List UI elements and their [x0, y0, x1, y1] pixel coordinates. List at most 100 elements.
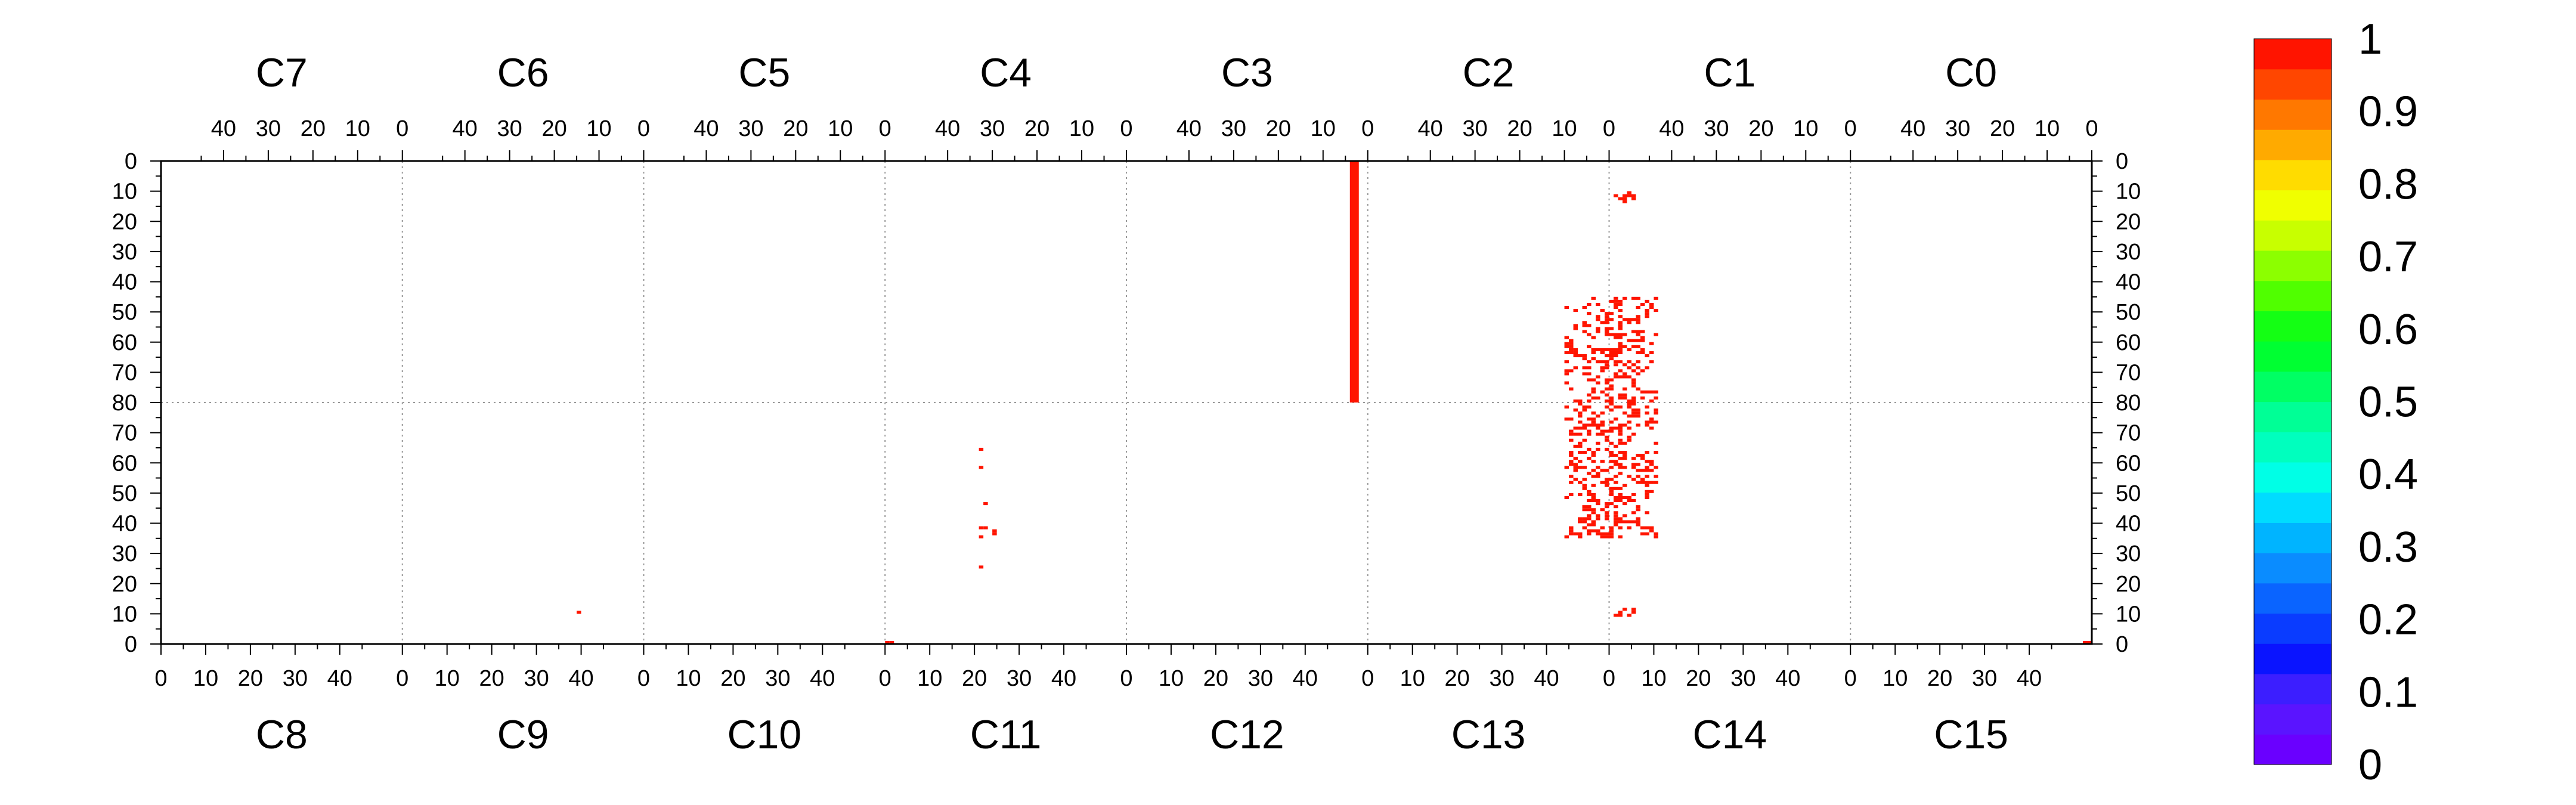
cluster-cell — [1569, 451, 1574, 454]
cluster-cell — [1600, 481, 1605, 484]
colorbar: 0 0.1 0.2 0.3 0.4 0.5 0.6 0.7 0.8 0.9 1 — [2253, 16, 2418, 789]
cluster-cell — [1564, 466, 1569, 469]
cluster-cell — [1645, 493, 1649, 496]
colorbar-band — [2254, 220, 2332, 251]
bottom-x-tick-label: 30 — [524, 666, 549, 691]
cluster-cell — [1605, 399, 1609, 402]
cluster-cell — [1614, 306, 1618, 309]
cluster-cell — [1587, 393, 1592, 397]
colorbar-tick-label: 0.7 — [2358, 233, 2418, 281]
cluster-cell — [1591, 378, 1596, 382]
bottom-x-tick-label: 40 — [1775, 666, 1800, 691]
cluster-cell — [1614, 499, 1618, 503]
channel-label-c10: C10 — [727, 712, 802, 757]
cluster-cell — [1645, 490, 1649, 493]
cluster-cell — [1605, 333, 1609, 336]
cluster-cell — [1627, 496, 1631, 499]
cluster-cell — [1591, 496, 1596, 499]
bottom-x-tick-label: 0 — [1844, 666, 1857, 691]
cluster-cell — [1627, 402, 1631, 406]
cluster-cell — [1596, 327, 1600, 330]
y-tick-label-left: 30 — [112, 541, 137, 566]
cluster-cell — [1609, 426, 1614, 430]
channel-label-c1: C1 — [1704, 50, 1755, 95]
cluster-cell — [1636, 387, 1640, 391]
cluster-cell — [1636, 372, 1640, 376]
cluster-cell — [1605, 484, 1609, 487]
cluster-cell — [1609, 490, 1614, 493]
cluster-cell — [1605, 315, 1609, 318]
cluster-cell — [1645, 526, 1649, 530]
top-x-tick-label: 0 — [1844, 116, 1857, 141]
cluster-cell — [1631, 499, 1636, 503]
cluster-cell — [1591, 523, 1596, 527]
cluster-cell — [1605, 502, 1609, 506]
cluster-cell — [1609, 384, 1614, 388]
cluster-cell — [1605, 505, 1609, 509]
bottom-x-tick-label: 10 — [193, 666, 218, 691]
cluster-cell — [1654, 396, 1658, 400]
cluster-cell — [1636, 345, 1640, 348]
data-point — [577, 611, 581, 614]
cluster-cell — [1569, 438, 1574, 442]
cluster-cell — [1645, 420, 1649, 424]
top-x-tick-label: 10 — [1552, 116, 1577, 141]
cluster-cell — [1614, 351, 1618, 354]
cluster-cell — [1573, 351, 1578, 354]
cluster-cell — [1609, 454, 1614, 457]
cluster-cell — [1649, 490, 1654, 493]
cluster-cell — [1596, 414, 1600, 418]
cluster-cell — [1578, 444, 1583, 448]
top-x-tick-label: 20 — [1024, 116, 1049, 141]
cluster-cell — [1609, 318, 1614, 321]
cluster-cell — [1569, 369, 1574, 373]
y-tick-label-left: 70 — [112, 421, 137, 446]
bottom-x-tick-label: 10 — [1641, 666, 1666, 691]
cluster-cell — [1573, 432, 1578, 436]
cluster-cell — [1582, 484, 1587, 487]
cluster-cell — [1636, 315, 1640, 318]
cluster-cell — [1614, 417, 1618, 421]
channel-label-c3: C3 — [1221, 50, 1273, 95]
cluster-cell — [1587, 532, 1592, 535]
cluster-cell — [1614, 505, 1618, 509]
cluster-cell — [1600, 411, 1605, 415]
colorbar-tick-label: 0.9 — [2358, 88, 2418, 136]
top-x-tick-label: 20 — [1748, 116, 1773, 141]
cluster-cell — [1631, 339, 1636, 342]
cluster-cell — [1582, 508, 1587, 512]
colorbar-tick-label: 0.8 — [2358, 160, 2418, 208]
cluster-cell — [1649, 460, 1654, 463]
cluster-cell — [1636, 423, 1640, 427]
cluster-cell — [1605, 387, 1609, 391]
cluster-cell — [1627, 435, 1631, 439]
colorbar-band — [2254, 99, 2332, 130]
colorbar-band — [2254, 311, 2332, 342]
cluster-cell — [1636, 523, 1640, 527]
colorbar-band — [2254, 492, 2332, 523]
cluster-cell — [1587, 508, 1592, 512]
bottom-x-tick-label: 20 — [1445, 666, 1470, 691]
cluster-cell — [1622, 197, 1627, 200]
data-point — [889, 640, 894, 644]
cluster-cell — [1618, 441, 1623, 445]
cluster-cell — [1578, 426, 1583, 430]
colorbar-band — [2254, 734, 2332, 765]
cluster-cell — [1618, 360, 1623, 364]
colorbar-band — [2254, 673, 2332, 705]
cluster-cell — [1600, 429, 1605, 433]
bottom-x-tick-label: 10 — [1159, 666, 1184, 691]
top-x-tick-label: 0 — [1361, 116, 1374, 141]
cluster-cell — [1596, 441, 1600, 445]
cluster-cell — [1582, 408, 1587, 412]
cluster-cell — [1654, 333, 1658, 336]
cluster-cell — [1569, 345, 1574, 348]
cluster-cell — [1587, 529, 1592, 532]
cluster-cell — [1622, 318, 1627, 321]
cluster-cell — [1569, 493, 1574, 496]
cluster-cell — [1631, 408, 1636, 412]
bottom-x-tick-label: 40 — [1293, 666, 1318, 691]
top-x-tick-label: 30 — [1221, 116, 1246, 141]
cluster-cell — [1582, 451, 1587, 454]
cluster-cell — [1578, 432, 1583, 436]
